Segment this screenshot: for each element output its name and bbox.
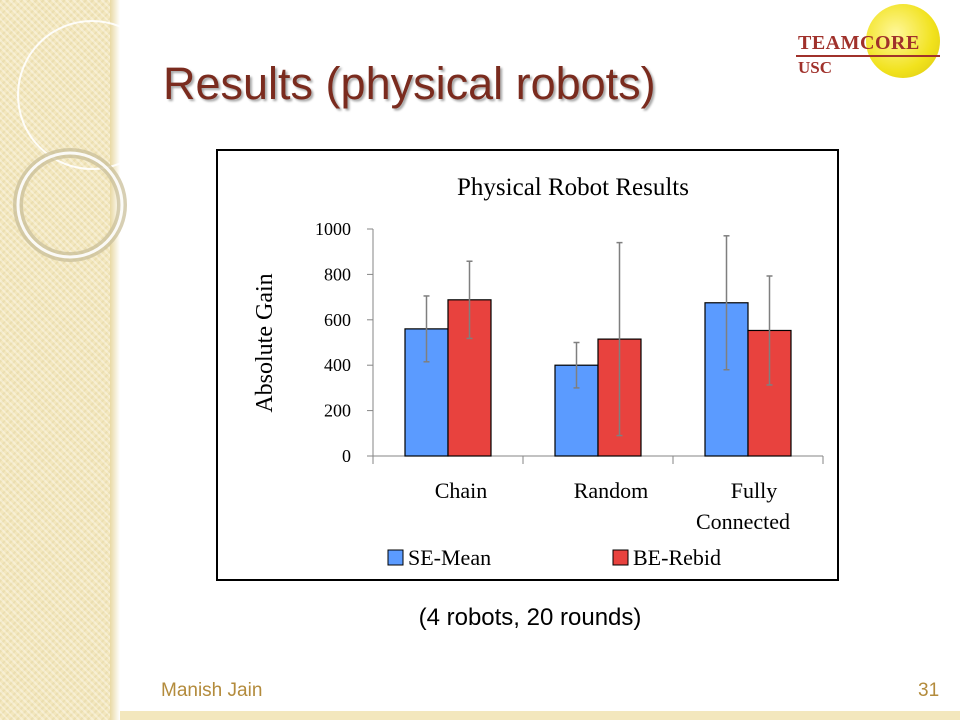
side-band-edge (110, 0, 120, 720)
chart-title: Physical Robot Results (457, 174, 689, 201)
legend-swatch-be-rebid (612, 549, 629, 566)
bar-chart: Physical Robot Results Absolute Gain 0 200 4… (252, 174, 824, 570)
logo-sun (866, 4, 940, 78)
y-tick-label: 0 (342, 446, 351, 466)
slide-title: Results (physical robots) (163, 58, 656, 109)
x-category-label: Connected (696, 509, 790, 534)
decorative-bottom-band (120, 711, 960, 720)
decorative-circles (13, 20, 130, 262)
y-tick-label: 200 (324, 401, 351, 421)
x-category-label: Random (574, 478, 649, 503)
logo-underline (796, 55, 940, 57)
logo-usc: USC (798, 58, 833, 77)
legend-swatch-se-mean (387, 549, 404, 566)
chart-caption: (4 robots, 20 rounds) (418, 604, 642, 631)
decorative-side-band (0, 0, 110, 720)
y-tick-label: 600 (324, 310, 351, 330)
legend-label-be-rebid: BE-Rebid (633, 545, 721, 570)
chart-frame: Physical Robot Results Absolute Gain 0 200 4… (216, 149, 839, 581)
y-axis-label: Absolute Gain (252, 273, 278, 412)
x-category-label: Fully (731, 478, 777, 503)
page-number: 31 (918, 680, 940, 701)
y-tick-label: 400 (324, 355, 351, 375)
logo-wordmark: TEAMCORE (798, 32, 920, 54)
legend-label-se-mean: SE-Mean (408, 545, 491, 570)
x-category-label: Chain (435, 478, 488, 503)
teamcore-usc-logo: TEAMCORE USC (792, 2, 960, 92)
y-tick-label: 1000 (315, 219, 351, 239)
y-tick-label: 800 (324, 264, 351, 284)
footer-author: Manish Jain (161, 680, 263, 701)
